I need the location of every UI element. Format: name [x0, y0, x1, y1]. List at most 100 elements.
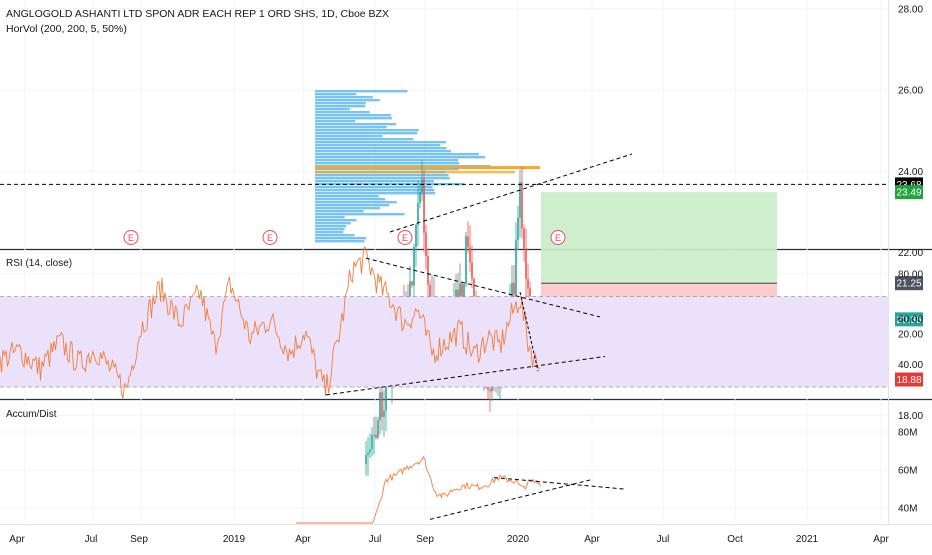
volume-profile-bar	[315, 183, 465, 186]
volume-profile-bar	[315, 162, 460, 165]
time-axis-label: Apr	[9, 534, 25, 545]
rsi-support-trendline	[325, 355, 606, 396]
price-label-badge	[895, 312, 923, 327]
ad-resistance-trendline	[493, 477, 625, 490]
volume-profile-bar	[315, 156, 486, 159]
ad-axis-tick: 80M	[898, 428, 917, 439]
candle-body	[377, 420, 379, 438]
ad-axis-tick: 60M	[898, 466, 917, 477]
price-axis-tick: 24.00	[898, 167, 923, 178]
time-axis-label: Apr	[873, 534, 889, 545]
volume-profile-bar	[315, 159, 459, 162]
candle-body	[455, 289, 457, 302]
volume-profile-bar	[315, 111, 370, 114]
time-axis-label: Jul	[369, 534, 382, 545]
volume-profile-bar	[315, 102, 366, 105]
price-label-text: 18.88	[896, 375, 921, 386]
candle-body	[381, 392, 383, 417]
time-axis-label: Apr	[295, 534, 311, 545]
candle-body	[473, 278, 475, 313]
candle-body	[373, 434, 375, 436]
candle-body	[513, 282, 515, 295]
earnings-marker	[550, 230, 566, 245]
candle-body	[467, 236, 469, 248]
candle-body	[521, 182, 523, 229]
volume-profile-bar	[315, 123, 397, 126]
volume-profile-bar	[315, 105, 366, 108]
rsi-axis-tick: 40.00	[898, 360, 923, 371]
time-axis-label: 2020	[507, 534, 530, 545]
volume-profile-bar	[315, 189, 435, 192]
candle-body	[383, 410, 385, 417]
candle-body	[527, 278, 529, 289]
time-axis-label: Jul	[657, 534, 670, 545]
volume-profile-bar	[315, 222, 351, 225]
volume-profile-bar	[315, 192, 436, 195]
volume-profile-bar	[315, 150, 451, 153]
price-label-badge	[895, 372, 923, 387]
time-axis-label: Sep	[416, 534, 434, 545]
accum-dist-line	[296, 455, 541, 524]
earnings-marker-label: E	[555, 233, 561, 243]
time-axis-label: Apr	[584, 534, 600, 545]
time-axis-label: 2019	[223, 534, 246, 545]
candle-body	[469, 247, 471, 263]
volume-profile-bar	[315, 117, 392, 120]
earnings-marker-label: E	[402, 233, 408, 243]
rsi-axis-tick: 60.00	[898, 315, 923, 326]
candle-body	[371, 434, 373, 450]
candle-body	[421, 179, 423, 193]
candle-body	[525, 248, 527, 279]
candle-body	[411, 281, 413, 286]
volume-profile-bar	[315, 228, 345, 231]
volume-profile-bar	[315, 180, 434, 183]
rsi-drop-trendline	[519, 291, 539, 372]
volume-profile-bar	[315, 240, 365, 243]
volume-profile-bar	[315, 231, 344, 234]
volume-profile-bar	[315, 234, 355, 237]
price-axis-tick: 18.00	[898, 411, 923, 422]
volume-profile-bar	[315, 129, 419, 132]
volume-profile-bar	[315, 237, 367, 240]
candle-body	[429, 284, 431, 308]
horvol-indicator-label: HorVol (200, 200, 5, 50%)	[6, 23, 127, 35]
volume-profile-bar	[315, 213, 405, 216]
price-axis-tick: 22.00	[898, 248, 923, 259]
time-axis-label: Oct	[727, 534, 743, 545]
price-axis-tick: 20.00	[898, 330, 923, 341]
price-label-badge	[895, 185, 923, 200]
price-label-text: 21.25	[896, 279, 921, 290]
volume-profile-bar	[315, 225, 347, 228]
candle-body	[379, 392, 381, 421]
earnings-marker-label: E	[267, 233, 273, 243]
point-of-control-bar	[315, 166, 540, 170]
volume-profile-bar	[315, 147, 447, 150]
time-axis-label: Jul	[85, 534, 98, 545]
earnings-marker	[397, 230, 413, 245]
volume-profile-bar	[315, 144, 441, 147]
candle-body	[519, 182, 521, 218]
volume-profile-bar	[315, 90, 408, 93]
candle-body	[517, 217, 519, 241]
volume-profile-bar	[315, 207, 381, 210]
candle-body	[419, 192, 421, 203]
earnings-marker	[123, 230, 139, 245]
volume-profile-bar	[315, 132, 418, 135]
candle-body	[415, 224, 417, 247]
volume-profile-bar	[315, 108, 350, 111]
symbol-title: ANGLOGOLD ASHANTI LTD SPON ADR EACH REP …	[6, 8, 389, 20]
candle-body	[375, 434, 377, 438]
volume-profile-bar	[315, 141, 446, 144]
candle-body	[417, 202, 419, 225]
rsi-axis-tick: 80.00	[898, 270, 923, 281]
target-zone	[541, 192, 777, 284]
earnings-marker-label: E	[128, 233, 134, 243]
volume-profile-bar	[315, 216, 345, 219]
volume-profile-bar	[315, 96, 373, 99]
candle-body	[471, 262, 473, 279]
volume-profile-bar	[315, 186, 433, 189]
candle-body	[425, 232, 427, 256]
candle-body	[461, 283, 463, 299]
